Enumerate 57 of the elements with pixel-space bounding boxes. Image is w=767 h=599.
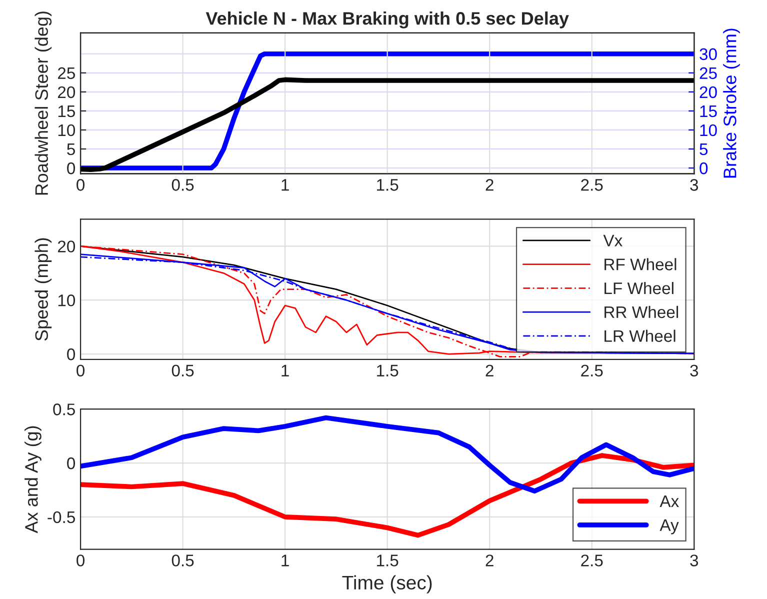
line-series bbox=[80, 415, 694, 494]
x-tick-label: 1 bbox=[282, 179, 289, 191]
line-series bbox=[80, 453, 694, 538]
x-axis-title: Time (sec) bbox=[342, 575, 432, 594]
x-tick-label: 1.5 bbox=[377, 179, 398, 191]
y2-axis-title: Brake Stroke (mm) bbox=[723, 28, 740, 178]
y2-tick-label: 10 bbox=[700, 124, 717, 136]
y-tick-label: 10 bbox=[58, 294, 76, 306]
legend-label: LF Wheel bbox=[604, 282, 674, 294]
x-tick-label: 3 bbox=[690, 179, 698, 191]
x-tick-label: 1.5 bbox=[377, 554, 398, 566]
x-tick-label: 2 bbox=[486, 179, 494, 191]
x-tick-label: 0.5 bbox=[172, 364, 194, 377]
y-tick-label: 0.5 bbox=[53, 404, 75, 416]
x-tick-label: 0.5 bbox=[172, 554, 194, 566]
y2-tick-label: 30 bbox=[700, 48, 717, 60]
y2-tick-label: 25 bbox=[700, 67, 717, 80]
y-axis-title: Speed (mph) bbox=[34, 238, 52, 341]
x-tick-label: 3 bbox=[690, 364, 698, 377]
x-tick-label: 0 bbox=[76, 179, 85, 191]
line-series bbox=[80, 77, 694, 172]
x-tick-label: 0.5 bbox=[172, 179, 194, 191]
y-tick-label: 20 bbox=[58, 86, 76, 98]
legend-label: Vx bbox=[603, 234, 622, 246]
x-tick-label: 2 bbox=[486, 364, 494, 376]
x-tick-label: 0 bbox=[76, 554, 85, 566]
y-tick-label: 10 bbox=[58, 124, 76, 136]
y-tick-label: 15 bbox=[58, 106, 75, 118]
x-tick-label: 1 bbox=[282, 364, 289, 376]
y2-tick-label: 0 bbox=[700, 162, 708, 174]
legend-label: Ay bbox=[660, 519, 679, 534]
y-tick-label: -0.5 bbox=[48, 511, 75, 524]
y2-tick-label: 20 bbox=[700, 86, 717, 98]
x-tick-label: 3 bbox=[690, 554, 698, 566]
legend-label: LR Wheel bbox=[604, 330, 676, 342]
legend-label: RR Wheel bbox=[604, 306, 678, 318]
y-axis-title: Ax and Ay (g) bbox=[24, 426, 42, 534]
y-tick-label: 20 bbox=[58, 240, 76, 252]
x-tick-label: 2.5 bbox=[581, 364, 603, 377]
y-tick-label: 25 bbox=[58, 67, 75, 80]
y-axis-title: Roadwheel Steer (deg) bbox=[34, 12, 52, 195]
y-tick-label: 0 bbox=[67, 162, 76, 174]
y-tick-label: 5 bbox=[67, 144, 75, 156]
x-tick-label: 2.5 bbox=[581, 179, 603, 191]
x-tick-label: 1 bbox=[282, 554, 289, 566]
y2-tick-label: 15 bbox=[700, 106, 717, 118]
y-tick-label: 0 bbox=[67, 348, 76, 360]
line-series bbox=[80, 51, 694, 170]
legend-label: RF Wheel bbox=[604, 258, 676, 270]
x-tick-label: 0 bbox=[76, 364, 85, 377]
y2-tick-label: 5 bbox=[700, 144, 708, 156]
y-tick-label: 0 bbox=[67, 457, 76, 470]
x-tick-label: 2 bbox=[486, 554, 494, 566]
legend-label: Ax bbox=[660, 495, 679, 507]
x-tick-label: 1.5 bbox=[377, 364, 398, 377]
x-tick-label: 2.5 bbox=[581, 554, 603, 566]
chart-title: Vehicle N - Max Braking with 0.5 sec Delay bbox=[206, 12, 569, 28]
